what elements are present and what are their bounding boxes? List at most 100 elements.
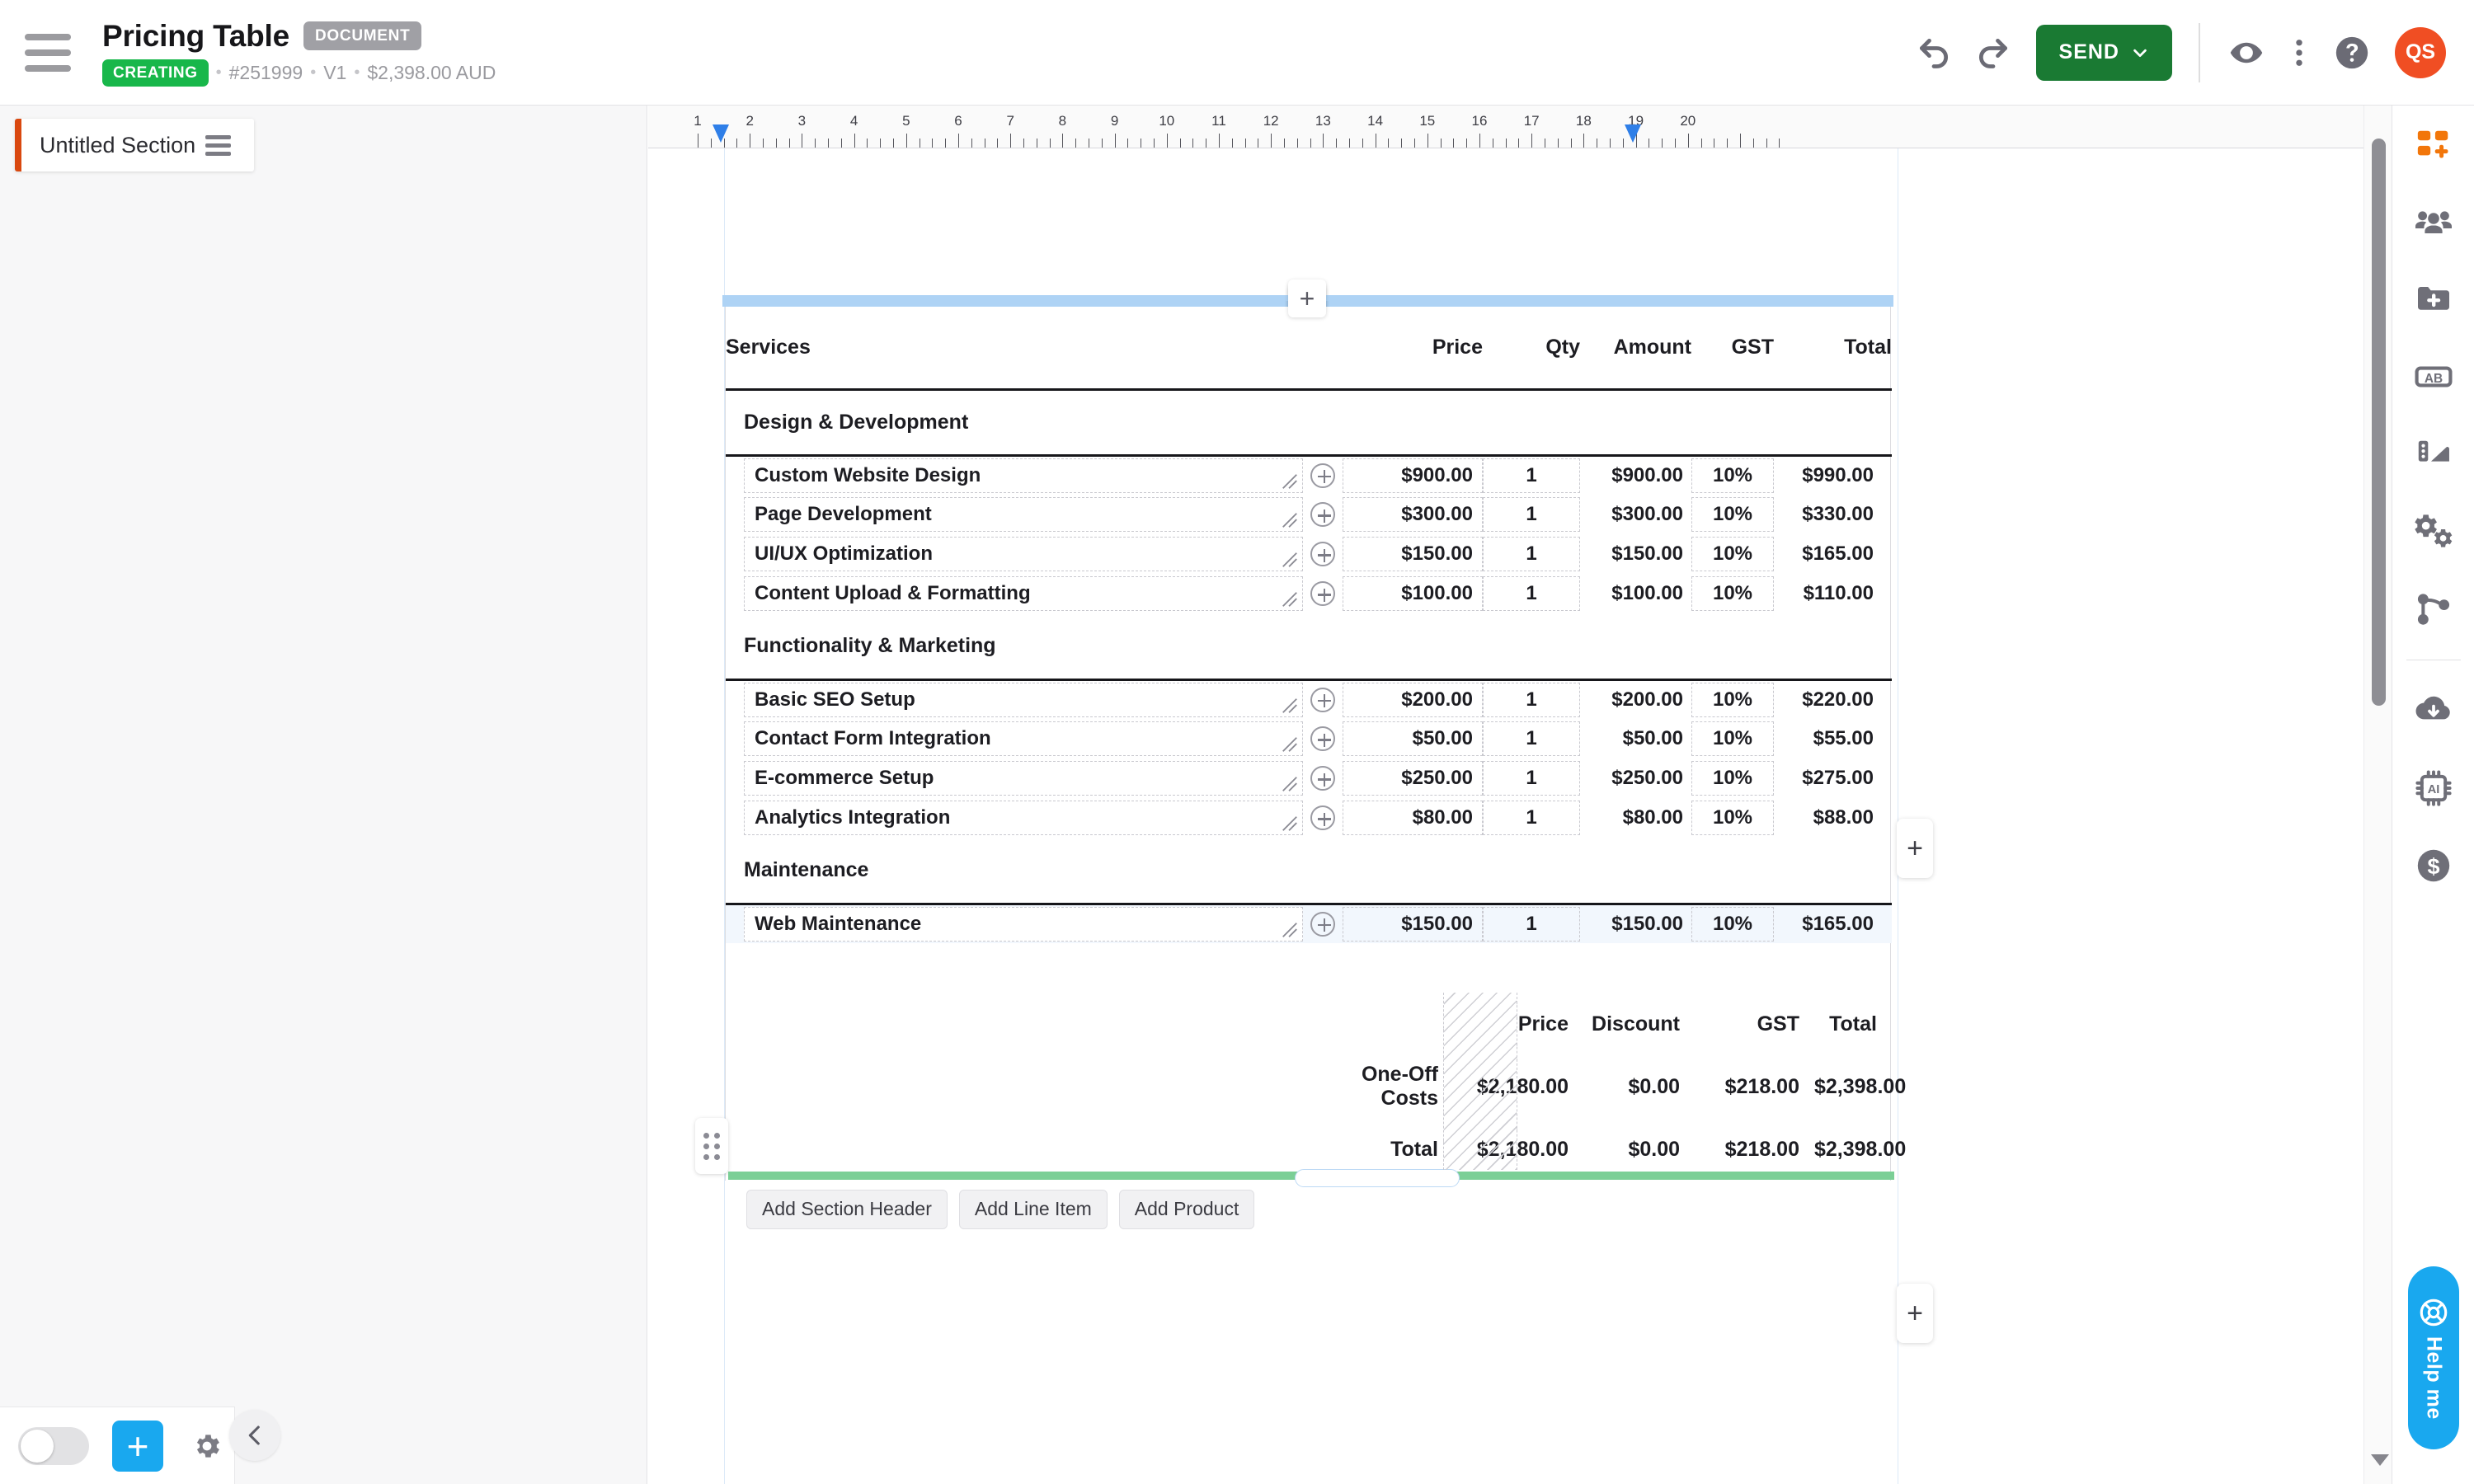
qty-input[interactable]: 1 (1483, 537, 1580, 571)
vertical-scrollbar[interactable] (2363, 106, 2392, 1484)
table-row[interactable]: Web Maintenance $150.00 1 $150.00 10% $165.00 (726, 904, 1892, 943)
line-item-gst-cell[interactable]: 10% (1691, 758, 1774, 798)
help-circle-icon[interactable] (2326, 26, 2378, 79)
eye-icon[interactable] (2220, 26, 2273, 79)
line-item-qty-cell[interactable]: 1 (1483, 904, 1580, 943)
price-input[interactable]: $250.00 (1343, 761, 1483, 796)
line-item-add-cell[interactable] (1303, 534, 1343, 574)
line-item-name-input[interactable]: Page Development (744, 497, 1303, 532)
qty-input[interactable]: 1 (1483, 906, 1580, 942)
more-vertical-icon[interactable] (2273, 26, 2326, 79)
table-row[interactable]: Content Upload & Formatting $100.00 1 $100.… (726, 574, 1892, 613)
table-row[interactable]: Page Development $300.00 1 $300.00 10% $330.0… (726, 495, 1892, 534)
resize-handle-icon[interactable] (1281, 815, 1299, 833)
qty-input[interactable]: 1 (1483, 682, 1580, 717)
plus-circle-icon[interactable] (1310, 726, 1335, 751)
line-item-gst-cell[interactable]: 10% (1691, 798, 1774, 838)
qty-input[interactable]: 1 (1483, 761, 1580, 796)
gst-input[interactable]: 10% (1691, 576, 1774, 611)
line-item-name-cell[interactable]: Basic SEO Setup (726, 679, 1303, 719)
line-item-gst-cell[interactable]: 10% (1691, 904, 1774, 943)
line-item-qty-cell[interactable]: 1 (1483, 495, 1580, 534)
plus-circle-icon[interactable] (1310, 502, 1335, 527)
table-row[interactable]: Contact Form Integration $50.00 1 $50.00 10%… (726, 719, 1892, 758)
avatar[interactable]: QS (2395, 26, 2446, 78)
list-menu-icon[interactable] (205, 134, 231, 156)
line-item-qty-cell[interactable]: 1 (1483, 758, 1580, 798)
line-item-qty-cell[interactable]: 1 (1483, 574, 1580, 613)
resize-handle-icon[interactable] (1281, 735, 1299, 754)
resize-handle-icon[interactable] (1281, 697, 1299, 715)
line-item-gst-cell[interactable]: 10% (1691, 495, 1774, 534)
gst-input[interactable]: 10% (1691, 537, 1774, 571)
hamburger-icon[interactable] (25, 33, 73, 72)
horizontal-ruler[interactable]: 1 2 3 4 5 6 7 8 9 10 11 12 13 14 15 16 17 18 19 20 (648, 106, 2405, 148)
table-row[interactable]: UI/UX Optimization $150.00 1 $150.00 10% $165… (726, 534, 1892, 574)
add-block-below-button[interactable]: + (1288, 279, 1326, 317)
add-line-item-button[interactable]: Add Line Item (958, 1190, 1108, 1229)
ruler-margin-marker[interactable] (713, 124, 730, 143)
gst-input[interactable]: 10% (1691, 761, 1774, 796)
section-tab[interactable]: Untitled Section (15, 119, 254, 171)
plus-circle-icon[interactable] (1310, 766, 1335, 791)
help-me-button[interactable]: Help me (2408, 1266, 2459, 1449)
line-item-price-cell[interactable]: $150.00 (1343, 534, 1483, 574)
theme-colors-icon[interactable] (2392, 416, 2474, 493)
price-input[interactable]: $200.00 (1343, 682, 1483, 717)
price-input[interactable]: $80.00 (1343, 801, 1483, 835)
qty-input[interactable]: 1 (1483, 801, 1580, 835)
qty-input[interactable]: 1 (1483, 497, 1580, 532)
line-item-price-cell[interactable]: $100.00 (1343, 574, 1483, 613)
line-item-add-cell[interactable] (1303, 798, 1343, 838)
line-item-name-cell[interactable]: UI/UX Optimization (726, 534, 1303, 574)
line-item-add-cell[interactable] (1303, 679, 1343, 719)
line-item-name-cell[interactable]: E-commerce Setup (726, 758, 1303, 798)
price-input[interactable]: $50.00 (1343, 721, 1483, 756)
gst-input[interactable]: 10% (1691, 801, 1774, 835)
settings-gears-icon[interactable] (2392, 493, 2474, 571)
resize-handle-icon[interactable] (1281, 511, 1299, 529)
line-item-add-cell[interactable] (1303, 574, 1343, 613)
gst-input[interactable]: 10% (1691, 458, 1774, 493)
line-item-qty-cell[interactable]: 1 (1483, 455, 1580, 495)
line-item-price-cell[interactable]: $200.00 (1343, 679, 1483, 719)
plus-circle-icon[interactable] (1310, 581, 1335, 606)
table-row[interactable]: Custom Website Design $900.00 1 $900.00 10% $… (726, 455, 1892, 495)
price-input[interactable]: $900.00 (1343, 458, 1483, 493)
line-item-gst-cell[interactable]: 10% (1691, 455, 1774, 495)
content-blocks-icon[interactable] (2392, 106, 2474, 183)
add-folder-icon[interactable] (2392, 261, 2474, 338)
chevron-down-icon[interactable] (2371, 1454, 2389, 1466)
price-input[interactable]: $300.00 (1343, 497, 1483, 532)
send-button[interactable]: SEND (2035, 24, 2172, 81)
line-item-qty-cell[interactable]: 1 (1483, 534, 1580, 574)
drag-dots-icon[interactable] (695, 1118, 728, 1174)
qty-input[interactable]: 1 (1483, 458, 1580, 493)
line-item-gst-cell[interactable]: 10% (1691, 679, 1774, 719)
line-item-add-cell[interactable] (1303, 455, 1343, 495)
plus-circle-icon[interactable] (1310, 687, 1335, 712)
table-row[interactable]: Analytics Integration $80.00 1 $80.00 10% $88… (726, 798, 1892, 838)
workflow-icon[interactable] (2392, 571, 2474, 648)
plus-circle-icon[interactable] (1310, 911, 1335, 937)
qty-input[interactable]: 1 (1483, 576, 1580, 611)
resize-handle-icon[interactable] (1281, 921, 1299, 939)
line-item-name-input[interactable]: UI/UX Optimization (744, 537, 1303, 571)
ruler-margin-marker[interactable] (1625, 124, 1642, 143)
line-item-name-input[interactable]: Basic SEO Setup (744, 682, 1303, 717)
scrollbar-thumb[interactable] (2372, 139, 2386, 706)
price-input[interactable]: $150.00 (1343, 906, 1483, 942)
line-item-price-cell[interactable]: $80.00 (1343, 798, 1483, 838)
line-item-qty-cell[interactable]: 1 (1483, 798, 1580, 838)
line-item-name-cell[interactable]: Contact Form Integration (726, 719, 1303, 758)
table-row[interactable]: Basic SEO Setup $200.00 1 $200.00 10% $220.00 (726, 679, 1892, 719)
ab-test-icon[interactable]: AB (2392, 338, 2474, 416)
resize-handle-icon[interactable] (1281, 472, 1299, 491)
line-item-add-cell[interactable] (1303, 495, 1343, 534)
gst-input[interactable]: 10% (1691, 682, 1774, 717)
line-item-name-input[interactable]: Web Maintenance (744, 906, 1303, 942)
table-row[interactable]: E-commerce Setup $250.00 1 $250.00 10% $275.0… (726, 758, 1892, 798)
gst-input[interactable]: 10% (1691, 721, 1774, 756)
add-product-button[interactable]: Add Product (1118, 1190, 1255, 1229)
gst-input[interactable]: 10% (1691, 906, 1774, 942)
